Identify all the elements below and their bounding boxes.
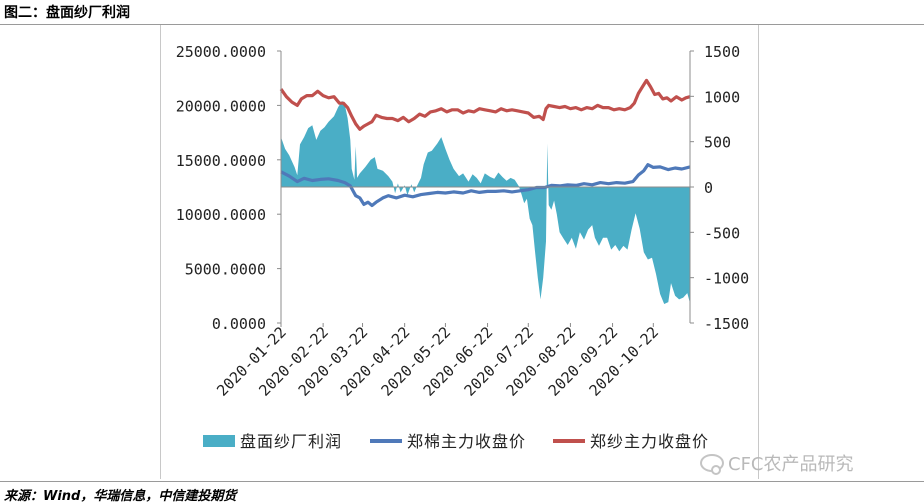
top-divider bbox=[0, 24, 924, 25]
watermark-text: CFC农产品研究 bbox=[728, 454, 854, 475]
right-tick-label: 500 bbox=[704, 134, 731, 152]
series-line-cotton bbox=[280, 163, 691, 208]
watermark: CFC农产品研究 bbox=[700, 450, 854, 476]
series-line-yarn bbox=[279, 78, 691, 131]
bottom-divider bbox=[0, 481, 924, 482]
figure-title: 图二：盘面纱厂利润 bbox=[4, 5, 130, 21]
right-tick-label: -1500 bbox=[704, 315, 749, 333]
series-area-profit bbox=[281, 100, 690, 305]
legend-swatch-profit bbox=[203, 435, 235, 447]
wechat-icon bbox=[700, 454, 724, 475]
left-tick-label: 25000.0000 bbox=[176, 43, 266, 61]
right-tick-label: 1000 bbox=[704, 88, 740, 106]
left-tick-label: 20000.0000 bbox=[176, 97, 266, 115]
right-tick-label: 0 bbox=[704, 179, 713, 197]
left-tick-label: 10000.0000 bbox=[176, 206, 266, 224]
source-note: 来源：Wind，华瑞信息，中信建投期货 bbox=[4, 489, 237, 504]
right-tick-label: -1000 bbox=[704, 270, 749, 288]
right-tick-label: -500 bbox=[704, 224, 740, 242]
legend-label-profit: 盘面纱厂利润 bbox=[240, 432, 342, 451]
legend-label-cotton: 郑棉主力收盘价 bbox=[407, 432, 526, 451]
left-tick-label: 5000.0000 bbox=[185, 261, 266, 279]
chart-frame bbox=[160, 25, 759, 479]
right-tick-label: 1500 bbox=[704, 43, 740, 61]
left-tick-label: 15000.0000 bbox=[176, 152, 266, 170]
left-tick-label: 0.0000 bbox=[212, 315, 266, 333]
legend-label-yarn: 郑纱主力收盘价 bbox=[590, 432, 709, 451]
